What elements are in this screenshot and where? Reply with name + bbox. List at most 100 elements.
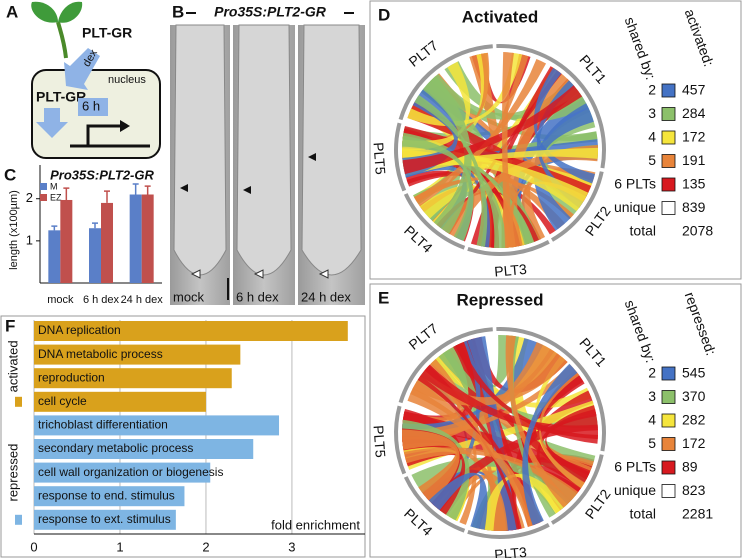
error-bar	[63, 187, 70, 200]
legend-label: 2	[648, 82, 656, 98]
legend-swatch	[661, 460, 676, 475]
bar-label: trichoblast differentiation	[38, 418, 168, 432]
ribbon	[402, 85, 583, 175]
segment-label: PLT3	[494, 544, 528, 558]
legend-label: 4	[648, 412, 656, 428]
legend-label: 5	[648, 435, 656, 451]
label: dex	[81, 47, 101, 69]
ribbon	[533, 103, 594, 231]
bar-label: cell cycle	[38, 394, 87, 408]
ribbon	[470, 66, 558, 246]
bar	[34, 462, 211, 483]
ribbon	[501, 52, 516, 248]
group-label: activated	[5, 340, 20, 392]
segment-arc	[496, 44, 606, 169]
bar	[34, 321, 348, 341]
group-swatch	[15, 514, 22, 525]
segment-label: PLT1	[576, 335, 609, 370]
panel-frame	[0, 315, 366, 558]
bar-label: cell wall organization or biogenesis	[38, 465, 223, 479]
segment-arc	[403, 476, 466, 533]
panel-title: Pro35S:PLT2-GR	[214, 4, 327, 20]
ribbon	[505, 335, 571, 508]
image-label: 24 h dex	[301, 289, 351, 304]
bar-label: secondary metabolic process	[38, 441, 193, 455]
legend-header: repressed:	[682, 290, 720, 358]
group-swatch	[15, 396, 22, 407]
ribbon	[402, 52, 489, 167]
bar	[34, 391, 206, 412]
chord-ribbons	[401, 52, 599, 248]
legend-swatch	[661, 154, 676, 168]
segment-arc	[394, 405, 407, 475]
ribbon	[437, 346, 592, 485]
legend-swatch	[661, 390, 676, 404]
legend-label: 5	[648, 152, 656, 168]
legend-swatch	[661, 366, 676, 381]
x-tick-label: 1	[116, 539, 123, 554]
root	[236, 24, 292, 276]
segment-arc	[550, 454, 604, 525]
bar	[34, 368, 232, 389]
marker	[308, 153, 316, 161]
ribbon	[414, 59, 547, 207]
panel-label: D	[378, 5, 390, 24]
ribbon	[402, 139, 598, 178]
segment-label: PLT3	[494, 261, 528, 280]
ribbon	[414, 94, 488, 247]
bar	[89, 228, 101, 283]
bar	[34, 486, 185, 507]
ribbon	[407, 52, 523, 127]
error-bar	[104, 190, 110, 203]
image-label: 6 h dex	[236, 289, 279, 304]
marker	[243, 186, 251, 194]
panel-title: Repressed	[457, 290, 544, 309]
legend-swatch	[661, 201, 676, 215]
legend-label: 4	[648, 129, 656, 145]
x-tick-label: 0	[30, 539, 37, 554]
ribbon	[538, 369, 585, 489]
legend-header: shared by:	[622, 15, 659, 82]
marker	[253, 269, 264, 279]
ribbon	[432, 54, 529, 226]
chord-ribbons	[401, 335, 598, 531]
arrow	[64, 48, 100, 90]
time-box	[78, 98, 108, 116]
bar-label: DNA replication	[38, 323, 121, 337]
legend-count: 457	[682, 82, 706, 98]
bar-label: reproduction	[38, 370, 105, 384]
root	[173, 24, 227, 276]
legend-count: 823	[682, 482, 706, 498]
x-tick-label: 24 h dex	[121, 294, 164, 306]
y-axis-label: length (x100µm)	[8, 190, 20, 270]
legend-count: 172	[682, 435, 706, 451]
ribbon	[402, 148, 589, 212]
error-bar	[92, 222, 98, 229]
ribbon	[522, 363, 578, 526]
legend-swatch	[661, 83, 676, 98]
legend-header: shared by:	[622, 298, 659, 365]
bar	[129, 194, 142, 283]
root	[301, 24, 362, 276]
legend-swatch	[661, 413, 676, 428]
legend-count: 282	[682, 412, 706, 428]
image-label: mock	[173, 289, 205, 304]
panel-label: A	[6, 2, 18, 21]
bar	[34, 415, 280, 436]
ribbon	[416, 372, 596, 468]
legend-swatch	[661, 130, 676, 145]
chart-title: Pro35S:PLT2-GR	[50, 167, 154, 182]
bar-label: response to ext. stimulus	[38, 512, 171, 526]
group-label: repressed	[5, 444, 20, 502]
legend-swatch	[40, 194, 47, 201]
legend-label: 6 PLTs	[614, 176, 656, 192]
total-label: total	[630, 506, 656, 522]
segment-arc	[467, 240, 550, 256]
panel-frame	[369, 283, 742, 558]
segment-label: PLT7	[406, 320, 442, 353]
panel-label: B	[172, 2, 184, 21]
segment-label: PLT1	[576, 52, 609, 87]
panel-label: C	[4, 165, 16, 184]
legend-label: M	[50, 181, 58, 191]
legend-swatch	[661, 177, 676, 192]
